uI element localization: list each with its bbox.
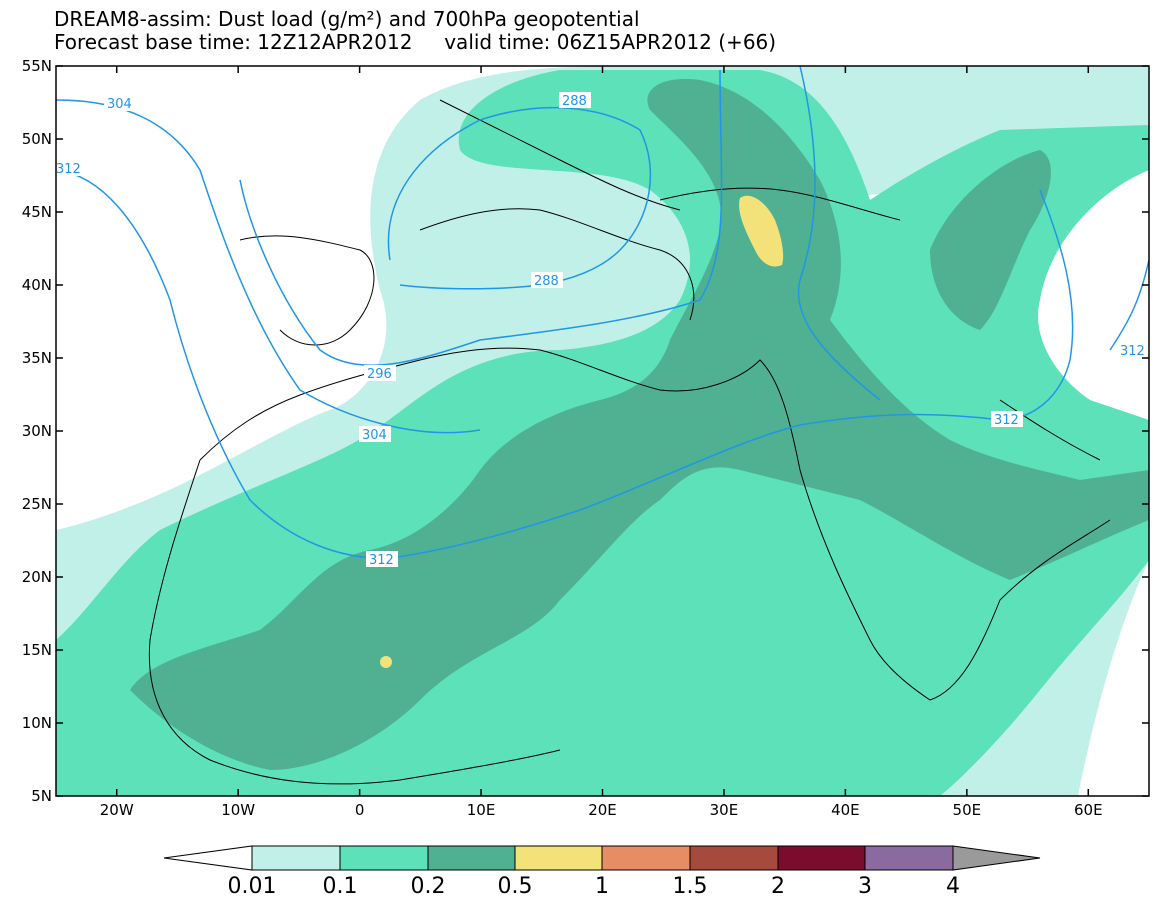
lon-tick-label: 0 <box>355 801 365 819</box>
lat-tick-label: 5N <box>31 787 52 805</box>
map-title: DREAM8-assim: Dust load (g/m²) and 700hP… <box>54 7 640 31</box>
contour-312-farright <box>1109 259 1149 351</box>
contour-label: 304 <box>362 428 387 443</box>
contour-296 <box>239 69 723 367</box>
colorbar-segment <box>514 845 603 871</box>
colorbar-label: 1 <box>595 874 609 899</box>
contour-label: 312 <box>369 553 394 568</box>
colorbar-label: 1.5 <box>673 874 708 899</box>
lon-tick-label: 10W <box>221 801 255 819</box>
contour-label: 288 <box>534 274 559 289</box>
colorbar-label: 0.1 <box>323 874 358 899</box>
colorbar-segment <box>339 845 429 871</box>
dust-field <box>56 66 1149 796</box>
lon-tick-label: 50E <box>953 801 982 819</box>
colorbar-under-arrow <box>163 845 253 871</box>
contour-label: 312 <box>994 413 1019 428</box>
colorbar: 0.01 0.1 0.2 0.5 1 1.5 2 3 4 <box>163 845 1041 899</box>
contour-label: 312 <box>1120 344 1145 359</box>
contour-312-east <box>999 189 1074 421</box>
colorbar-label: 2 <box>771 874 785 899</box>
dust-band-0-5-blacksea <box>739 195 784 267</box>
lat-tick-label: 40N <box>22 276 52 294</box>
lon-tick-label: 10E <box>467 801 496 819</box>
lon-tick-label: 20E <box>588 801 617 819</box>
map-subtitle: Forecast base time: 12Z12APR2012 valid t… <box>54 30 777 54</box>
dust-band-0-2-caspian <box>930 150 1051 330</box>
contour-312-west <box>56 169 1001 559</box>
contour-304-north <box>56 99 481 434</box>
colorbar-segment <box>777 845 866 871</box>
contour-label: 288 <box>562 94 587 109</box>
contour-label: 312 <box>56 162 81 177</box>
lat-tick-label: 25N <box>22 495 52 513</box>
contour-288 <box>387 106 652 290</box>
colorbar-segment <box>601 845 691 871</box>
lat-tick-label: 20N <box>22 568 52 586</box>
dust-band-0-2 <box>130 79 1149 770</box>
lat-tick-label: 55N <box>22 57 52 75</box>
latitude-axis: 55N 50N 45N 40N 35N 30N 25N 20N 15N 10N 5N <box>22 57 1149 805</box>
lat-tick-label: 50N <box>22 130 52 148</box>
contour-label: 296 <box>367 367 392 382</box>
colorbar-segment <box>689 845 779 871</box>
contour-labels: 304 312 288 288 296 304 312 312 312 <box>56 92 1149 568</box>
lat-tick-label: 15N <box>22 641 52 659</box>
lat-tick-label: 45N <box>22 203 52 221</box>
colorbar-label: 0.2 <box>411 874 446 899</box>
colorbar-over-arrow <box>952 845 1041 871</box>
colorbar-segment <box>251 845 341 871</box>
geopotential-contours <box>56 66 1149 559</box>
lat-tick-label: 35N <box>22 349 52 367</box>
colorbar-label: 0.5 <box>498 874 533 899</box>
lat-tick-label: 30N <box>22 422 52 440</box>
longitude-axis: 20W 10W 0 10E 20E 30E 40E 50E 60E <box>100 66 1103 819</box>
lon-tick-label: 40E <box>831 801 860 819</box>
colorbar-label: 3 <box>858 874 872 899</box>
lon-tick-label: 60E <box>1074 801 1103 819</box>
colorbar-segment <box>427 845 516 871</box>
colorbar-label: 4 <box>946 874 960 899</box>
lon-tick-label: 30E <box>710 801 739 819</box>
contour-304-east <box>797 66 881 401</box>
colorbar-label: 0.01 <box>228 874 277 899</box>
lat-tick-label: 10N <box>22 714 52 732</box>
dust-band-0-5-sahel <box>380 656 392 668</box>
lon-tick-label: 20W <box>100 801 134 819</box>
contour-label: 304 <box>107 97 132 112</box>
colorbar-segment <box>864 845 954 871</box>
